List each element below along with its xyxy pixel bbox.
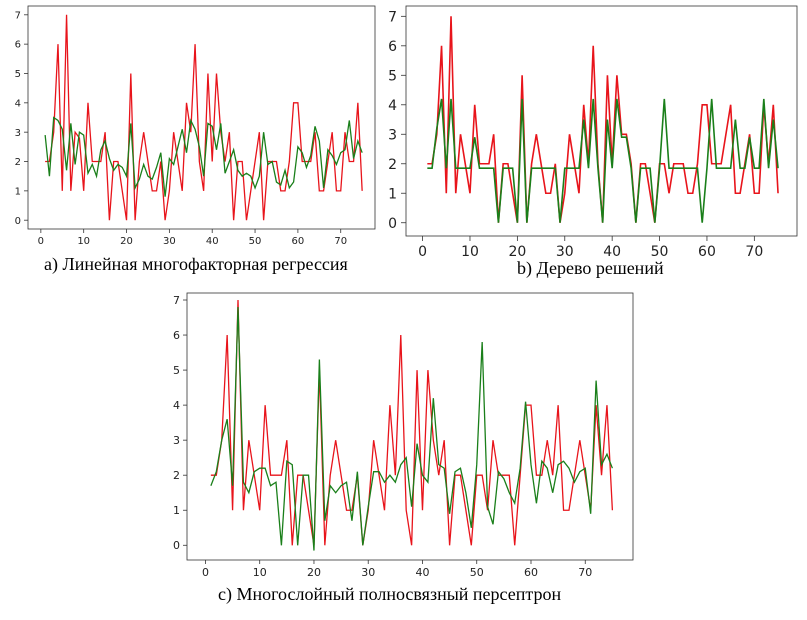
- chart-b-decision-tree: 0 10 20 30 40 50 60 70 0 1 2 3 4 5 6 7: [388, 5, 798, 260]
- y-tick-label: 1: [388, 186, 397, 202]
- caption-b: b) Дерево решений: [517, 258, 664, 278]
- y-tick-label: 3: [173, 434, 180, 447]
- x-tick-label: 50: [249, 236, 262, 247]
- x-tick-label: 30: [361, 566, 375, 579]
- y-tick-label: 5: [15, 69, 21, 80]
- x-tick-label: 60: [292, 236, 305, 247]
- plot-frame: [27, 5, 376, 230]
- y-tick-label: 3: [388, 127, 397, 143]
- series-line-predicted: [427, 98, 779, 223]
- x-tick-label: 30: [163, 236, 176, 247]
- y-tick-label: 5: [173, 364, 180, 377]
- series-line-actual: [210, 299, 614, 546]
- x-tick-label: 60: [698, 244, 716, 260]
- x-tick-label: 40: [206, 236, 219, 247]
- x-tick-label: 10: [461, 244, 479, 260]
- x-tick-label: 10: [253, 566, 267, 579]
- y-tick-label: 4: [388, 98, 397, 114]
- x-tick-label: 0: [38, 236, 44, 247]
- x-tick-label: 10: [77, 236, 90, 247]
- x-tick-label: 20: [120, 236, 133, 247]
- x-tick-label: 0: [418, 244, 427, 260]
- x-tick-label: 70: [334, 236, 347, 247]
- y-tick-label: 7: [15, 10, 21, 21]
- y-tick-label: 0: [388, 216, 397, 232]
- y-tick-label: 7: [173, 294, 180, 307]
- x-tick-label: 50: [651, 244, 669, 260]
- y-tick-label: 4: [15, 98, 21, 109]
- x-tick-label: 50: [470, 566, 484, 579]
- y-tick-label: 6: [15, 40, 21, 51]
- chart-c-mlp: 0 10 20 30 40 50 60 70 0 1 2 3 4 5 6 7: [173, 292, 634, 579]
- series-line-actual: [45, 14, 363, 221]
- x-tick-label: 40: [603, 244, 621, 260]
- x-tick-label: 0: [202, 566, 209, 579]
- y-tick-label: 3: [15, 128, 21, 139]
- caption-c: c) Многослойный полносвязный персептрон: [218, 584, 562, 604]
- x-tick-label: 30: [556, 244, 574, 260]
- caption-a: a) Линейная многофакторная регрессия: [44, 254, 348, 274]
- x-tick-label: 60: [524, 566, 538, 579]
- x-tick-label: 40: [415, 566, 429, 579]
- plot-frame: [405, 5, 798, 237]
- y-tick-label: 0: [15, 216, 21, 227]
- x-tick-label: 70: [745, 244, 763, 260]
- x-tick-label: 20: [508, 244, 526, 260]
- y-tick-label: 0: [173, 539, 180, 552]
- x-tick-label: 70: [578, 566, 592, 579]
- series-line-predicted: [44, 116, 363, 197]
- x-tick-label: 20: [307, 566, 321, 579]
- y-tick-label: 2: [173, 469, 180, 482]
- y-tick-label: 6: [173, 329, 180, 342]
- y-tick-label: 6: [388, 39, 397, 55]
- y-tick-label: 2: [15, 157, 21, 168]
- y-tick-label: 7: [388, 9, 397, 25]
- y-tick-label: 1: [173, 504, 180, 517]
- plot-frame: [186, 292, 634, 561]
- chart-a-linear-regression: 0 10 20 30 40 50 60 70 0 1 2 3 4 5 6 7: [15, 5, 376, 247]
- y-tick-label: 4: [173, 399, 180, 412]
- y-tick-label: 1: [15, 186, 21, 197]
- y-tick-label: 2: [388, 157, 397, 173]
- y-tick-label: 5: [388, 68, 397, 84]
- series-line-predicted: [210, 306, 613, 551]
